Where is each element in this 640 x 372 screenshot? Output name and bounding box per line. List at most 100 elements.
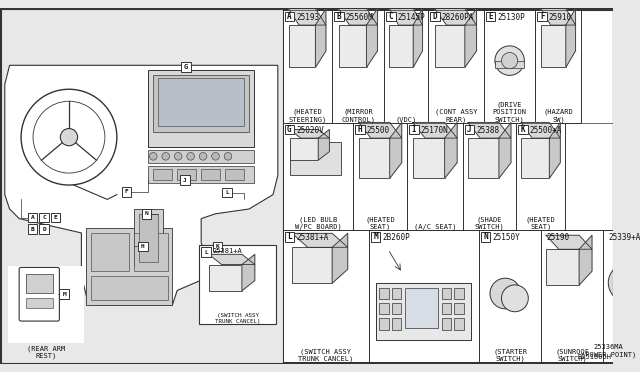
Bar (409, 125, 419, 134)
Bar (613, 302, 640, 321)
Bar (8, 266, 84, 343)
Polygon shape (339, 9, 378, 25)
Bar (392, 303, 401, 314)
Polygon shape (318, 129, 330, 160)
Text: D: D (433, 12, 437, 21)
Text: F: F (540, 12, 545, 21)
Bar (283, 10, 332, 123)
Circle shape (212, 153, 220, 160)
Text: K: K (521, 125, 525, 134)
Bar (442, 288, 451, 299)
Polygon shape (332, 233, 348, 283)
Text: L: L (287, 232, 292, 241)
Bar (26, 274, 52, 293)
Circle shape (199, 153, 207, 160)
Bar (51, 213, 60, 222)
Text: N: N (145, 211, 148, 216)
Bar (332, 10, 384, 123)
Polygon shape (579, 235, 592, 285)
Text: M: M (373, 232, 378, 241)
Text: L: L (225, 190, 229, 195)
Text: 25020V: 25020V (296, 126, 324, 135)
Bar (541, 230, 604, 362)
FancyBboxPatch shape (19, 267, 60, 321)
Text: A: A (31, 215, 35, 220)
Bar (289, 25, 316, 67)
Bar (392, 318, 401, 330)
Bar (153, 169, 172, 180)
Bar (122, 187, 131, 196)
Text: B: B (31, 227, 35, 232)
Bar (134, 209, 163, 266)
Bar (463, 123, 516, 230)
Polygon shape (541, 9, 575, 25)
Text: J: J (467, 125, 472, 134)
Bar (142, 209, 151, 219)
Bar (484, 10, 536, 123)
Text: G: G (184, 64, 188, 70)
Bar (389, 25, 413, 67)
Bar (407, 123, 463, 230)
Polygon shape (367, 9, 378, 67)
Text: 25193: 25193 (296, 13, 319, 22)
Bar (334, 12, 344, 21)
Bar (465, 125, 474, 134)
Text: 25170N: 25170N (420, 126, 448, 135)
Polygon shape (468, 122, 511, 138)
Bar (201, 169, 220, 180)
Circle shape (174, 153, 182, 160)
Bar (26, 298, 52, 308)
Bar (86, 228, 172, 305)
Text: 25560M: 25560M (346, 13, 374, 22)
Bar (158, 78, 244, 126)
Bar (285, 12, 294, 21)
Text: I: I (412, 125, 416, 134)
Text: 25381+A: 25381+A (296, 233, 328, 242)
Bar (376, 283, 471, 340)
Polygon shape (413, 122, 457, 138)
Text: (MIRROR
CONTROL): (MIRROR CONTROL) (341, 109, 375, 123)
Polygon shape (4, 65, 278, 305)
Bar (180, 176, 189, 185)
Text: H: H (358, 125, 362, 134)
Bar (91, 233, 129, 271)
Bar (292, 247, 332, 283)
Bar (454, 303, 463, 314)
Text: 25500+A: 25500+A (530, 126, 562, 135)
Bar (283, 10, 613, 362)
Polygon shape (521, 122, 560, 138)
Text: H: H (141, 244, 145, 249)
Bar (495, 61, 524, 68)
Text: (STARTER
SWITCH): (STARTER SWITCH) (493, 348, 527, 362)
Bar (380, 318, 389, 330)
Bar (516, 123, 565, 230)
Bar (225, 169, 244, 180)
Bar (138, 241, 148, 251)
Bar (60, 289, 69, 299)
Text: (SWITCH ASSY
TRUNK CANCEL): (SWITCH ASSY TRUNK CANCEL) (215, 313, 260, 324)
Text: 25381+A: 25381+A (212, 248, 243, 254)
Bar (290, 142, 340, 176)
Bar (285, 125, 294, 134)
Text: C: C (388, 12, 393, 21)
Text: (SWITCH ASSY
TRUNK CANCEL): (SWITCH ASSY TRUNK CANCEL) (298, 348, 353, 362)
Polygon shape (566, 9, 575, 67)
Text: 25910: 25910 (549, 13, 572, 22)
Circle shape (490, 278, 520, 309)
Bar (199, 246, 276, 324)
Polygon shape (390, 122, 402, 178)
Bar (212, 241, 222, 251)
Bar (481, 232, 490, 241)
Text: E: E (488, 12, 493, 21)
Bar (283, 123, 353, 230)
Bar (386, 12, 396, 21)
Text: (SUNROOF
SWITCH): (SUNROOF SWITCH) (556, 348, 589, 362)
Bar (468, 138, 499, 178)
Bar (339, 25, 367, 67)
Bar (384, 10, 428, 123)
Text: (A/C SEAT): (A/C SEAT) (413, 224, 456, 230)
Polygon shape (359, 122, 402, 138)
Bar (536, 10, 582, 123)
Bar (285, 232, 294, 241)
Bar (28, 224, 37, 234)
